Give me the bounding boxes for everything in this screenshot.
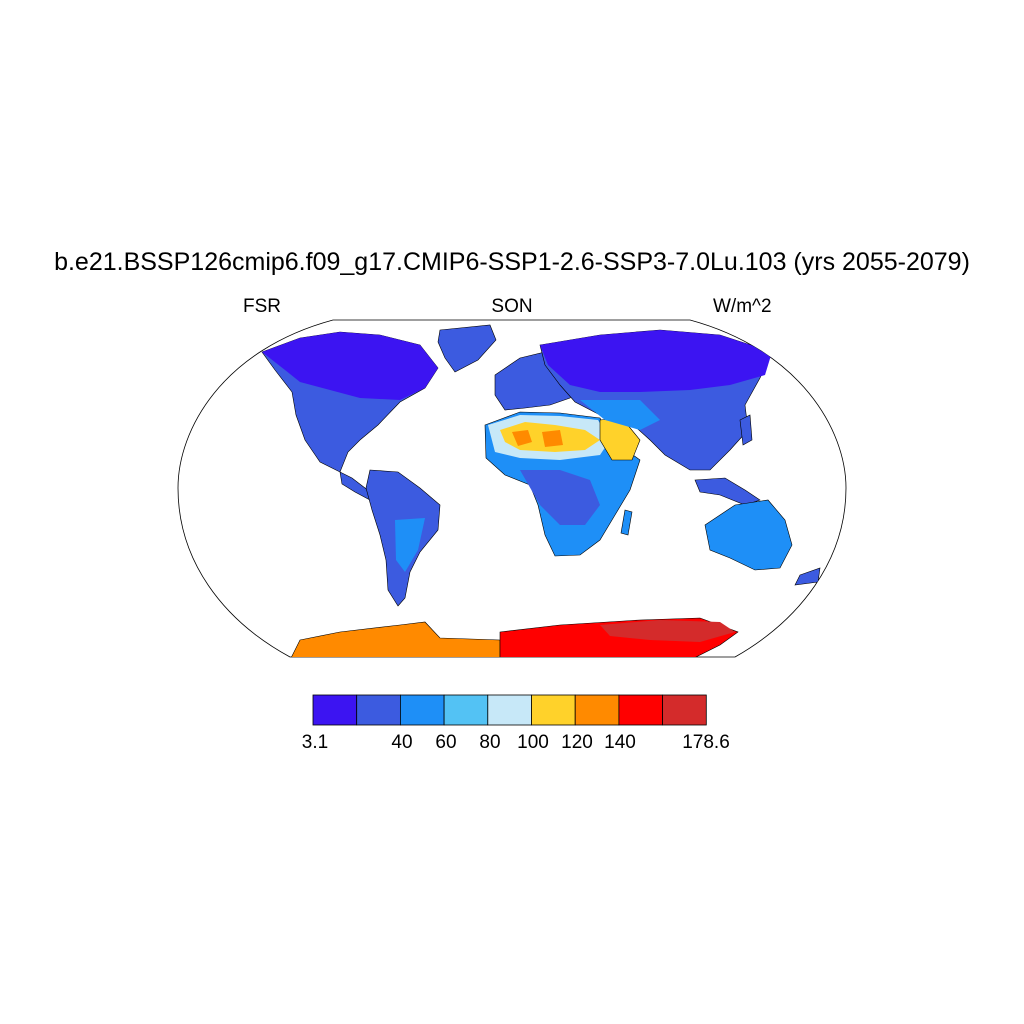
variable-label: FSR bbox=[243, 296, 281, 317]
colorbar bbox=[312, 694, 707, 726]
south-america-east bbox=[395, 518, 425, 572]
colorbar-swatch bbox=[356, 694, 401, 726]
madagascar bbox=[620, 509, 633, 536]
siberia bbox=[540, 330, 772, 392]
colorbar-tick-label: 40 bbox=[391, 732, 413, 753]
colorbar-tick-label: 100 bbox=[517, 732, 549, 753]
colorbar-swatch bbox=[662, 694, 707, 726]
colorbar-swatch bbox=[487, 694, 532, 726]
colorbar-tick-label: 120 bbox=[561, 732, 593, 753]
antarctica-west bbox=[289, 621, 501, 657]
colorbar-swatch bbox=[574, 694, 620, 726]
colorbar-swatch bbox=[618, 694, 664, 726]
central-africa bbox=[520, 470, 600, 525]
central-asia bbox=[580, 400, 660, 430]
units-label: W/m^2 bbox=[713, 296, 772, 317]
colorbar-swatch bbox=[312, 694, 358, 726]
map-title: b.e21.BSSP126cmip6.f09_g17.CMIP6-SSP1-2.… bbox=[54, 248, 970, 276]
colorbar-tick-label: 3.1 bbox=[301, 732, 329, 753]
colorbar-tick-label: 80 bbox=[479, 732, 501, 753]
colorbar-tick-label: 178.6 bbox=[682, 732, 730, 753]
australia bbox=[704, 499, 793, 571]
colorbar-swatch bbox=[443, 694, 489, 726]
antarctica-east-dark bbox=[600, 620, 735, 642]
season-label: SON bbox=[491, 296, 533, 317]
japan bbox=[739, 414, 753, 446]
north-america-north bbox=[262, 332, 438, 400]
sahara-orange bbox=[512, 430, 563, 447]
colorbar-tick-label: 60 bbox=[435, 732, 457, 753]
colorbar-swatch bbox=[399, 694, 445, 726]
greenland bbox=[437, 324, 497, 373]
colorbar-swatch bbox=[531, 694, 576, 726]
colorbar-tick-label: 140 bbox=[604, 732, 636, 753]
